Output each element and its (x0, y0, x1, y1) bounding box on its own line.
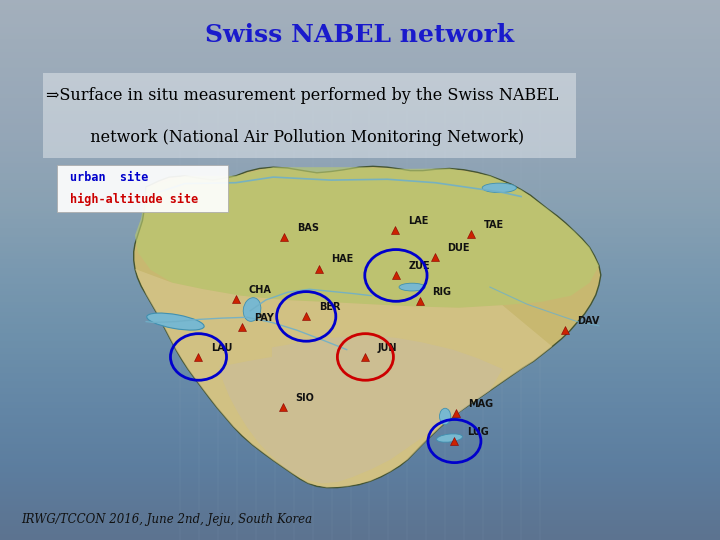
Text: LAU: LAU (211, 343, 233, 353)
Text: BAS: BAS (297, 224, 319, 233)
Polygon shape (135, 167, 599, 308)
Text: network (National Air Pollution Monitoring Network): network (National Air Pollution Monitori… (81, 129, 524, 146)
Text: TAE: TAE (484, 220, 504, 230)
Text: ZUE: ZUE (408, 261, 430, 272)
Text: LAE: LAE (408, 216, 428, 226)
FancyBboxPatch shape (57, 165, 228, 212)
Ellipse shape (439, 408, 451, 424)
Text: HAE: HAE (331, 254, 354, 265)
Polygon shape (134, 166, 600, 488)
Ellipse shape (482, 183, 516, 193)
Text: high-altitude site: high-altitude site (70, 192, 198, 206)
Text: BER: BER (319, 302, 340, 312)
Ellipse shape (147, 313, 204, 330)
Ellipse shape (436, 434, 462, 442)
Text: IRWG/TCCON 2016, June 2nd, Jeju, South Korea: IRWG/TCCON 2016, June 2nd, Jeju, South K… (22, 513, 312, 526)
Polygon shape (219, 335, 503, 483)
Text: MAG: MAG (468, 400, 493, 409)
Text: RIG: RIG (432, 287, 451, 298)
Text: SIO: SIO (296, 393, 315, 403)
Ellipse shape (399, 283, 426, 291)
Text: urban  site: urban site (70, 171, 148, 184)
Text: CHA: CHA (249, 285, 272, 295)
Polygon shape (135, 269, 552, 488)
Text: DUE: DUE (448, 243, 470, 253)
Text: JUN: JUN (378, 343, 397, 353)
Text: ⇒Surface in situ measurement performed by the Swiss NABEL: ⇒Surface in situ measurement performed b… (46, 87, 559, 104)
Text: PAY: PAY (255, 313, 274, 323)
FancyBboxPatch shape (43, 73, 576, 158)
Ellipse shape (243, 298, 261, 321)
Text: DAV: DAV (577, 316, 600, 326)
Text: Swiss NABEL network: Swiss NABEL network (205, 23, 515, 47)
Text: LUG: LUG (467, 427, 489, 437)
